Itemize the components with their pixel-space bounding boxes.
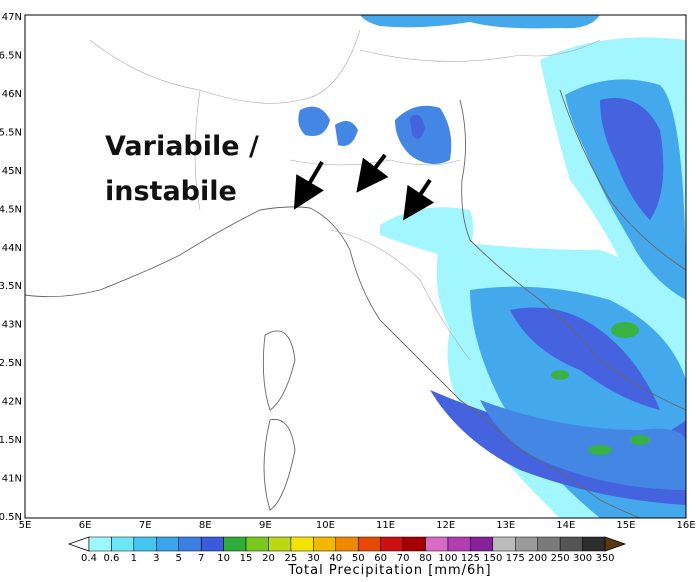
arrows xyxy=(293,153,435,221)
colorbar-box xyxy=(335,536,359,552)
colorbar-box xyxy=(178,536,202,552)
colorbar-box xyxy=(200,536,224,552)
colorbar-label: 0.6 xyxy=(103,553,119,564)
colorbar-box xyxy=(447,536,471,552)
colorbar-label: 5 xyxy=(176,553,182,564)
lon-label: 16E xyxy=(676,520,695,531)
lon-label: 13E xyxy=(496,520,515,531)
lon-label: 12E xyxy=(436,520,455,531)
colorbar-box xyxy=(402,536,426,552)
colorbar-label: 175 xyxy=(506,553,525,564)
colorbar-label: 200 xyxy=(528,553,547,564)
annotation-line: Variabile / xyxy=(105,131,259,162)
colorbar-label: 100 xyxy=(438,553,457,564)
lon-label: 6E xyxy=(79,520,92,531)
colorbar-end xyxy=(604,536,627,552)
lat-label: 43N xyxy=(2,320,22,331)
lat-label: 47N xyxy=(2,12,22,23)
colorbar-label: 7 xyxy=(198,553,204,564)
lat-label: 3.5N xyxy=(0,281,22,292)
lon-label: 8E xyxy=(199,520,212,531)
colorbar-box xyxy=(111,536,135,552)
colorbar-box xyxy=(88,536,112,552)
colorbar-label: 40 xyxy=(329,553,342,564)
colorbar-label: 300 xyxy=(573,553,592,564)
lon-label: 9E xyxy=(259,520,272,531)
colorbar-box xyxy=(223,536,247,552)
lon-label: 15E xyxy=(616,520,635,531)
lat-label: 42N xyxy=(2,397,22,408)
colorbar-box xyxy=(313,536,337,552)
precipitation xyxy=(298,15,686,518)
colorbar-label: 125 xyxy=(461,553,480,564)
colorbar-label: 80 xyxy=(419,553,432,564)
colorbar-box xyxy=(268,536,292,552)
lat-label: 41N xyxy=(2,474,22,485)
colorbar-label: 50 xyxy=(352,553,365,564)
colorbar-box xyxy=(156,536,179,552)
colorbar-label: 1 xyxy=(131,553,137,564)
colorbar-box xyxy=(492,536,516,552)
colorbar-label: 20 xyxy=(262,553,275,564)
colorbar-title: Total Precipitation [mm/6h] xyxy=(287,563,491,578)
colorbar-label: 10 xyxy=(217,553,230,564)
lon-label: 14E xyxy=(556,520,575,531)
colorbar-box xyxy=(515,536,538,552)
map-area xyxy=(25,15,686,518)
lat-label: 45N xyxy=(2,166,22,177)
colorbar-label: 25 xyxy=(285,553,298,564)
lon-label: 5E xyxy=(19,520,32,531)
lat-label: 0.5N xyxy=(0,512,22,523)
colorbar-box xyxy=(245,536,269,552)
map-frame xyxy=(24,14,687,519)
lat-label: 6.5N xyxy=(0,50,22,61)
colorbar-box xyxy=(133,536,157,552)
lat-label: 44N xyxy=(2,243,22,254)
borders xyxy=(89,29,601,361)
colorbar-box xyxy=(537,536,561,552)
colorbar-box xyxy=(582,536,606,552)
colorbar-label: 0.4 xyxy=(81,553,97,564)
colorbar-label: 250 xyxy=(551,553,570,564)
lat-label: 5.5N xyxy=(0,127,22,138)
colorbar-label: 60 xyxy=(374,553,387,564)
coastline xyxy=(25,89,686,518)
colorbar-label: 150 xyxy=(483,553,502,564)
lat-label: 2.5N xyxy=(0,358,22,369)
colorbar-label: 15 xyxy=(240,553,253,564)
lat-label: 1.5N xyxy=(0,435,22,446)
colorbar-end xyxy=(67,536,90,552)
lon-label: 10E xyxy=(316,520,335,531)
colorbar-box xyxy=(357,536,381,552)
colorbar-box xyxy=(380,536,404,552)
colorbar-box xyxy=(470,536,494,552)
colorbar-label: 30 xyxy=(307,553,320,564)
annotation-line: instabile xyxy=(105,176,237,207)
colorbar: 0.4 0.6 1 3 5 7 10 15 20 25 30 40 50 60 70 80 100 125 150 1… xyxy=(67,536,627,564)
axis-labels: 47N 6.5N 46N 5.5N 45N 4.5N 44N 3.5N 43N 2.5N 42N 1.… xyxy=(0,12,696,531)
colorbar-label: 3 xyxy=(153,553,159,564)
lat-label: 46N xyxy=(2,89,22,100)
colorbar-label: 350 xyxy=(595,553,614,564)
colorbar-box xyxy=(290,536,314,552)
lon-label: 7E xyxy=(139,520,152,531)
colorbar-box xyxy=(559,536,583,552)
colorbar-label: 70 xyxy=(397,553,410,564)
lat-label: 4.5N xyxy=(0,204,22,215)
colorbar-box xyxy=(425,536,449,552)
lon-label: 11E xyxy=(376,520,395,531)
